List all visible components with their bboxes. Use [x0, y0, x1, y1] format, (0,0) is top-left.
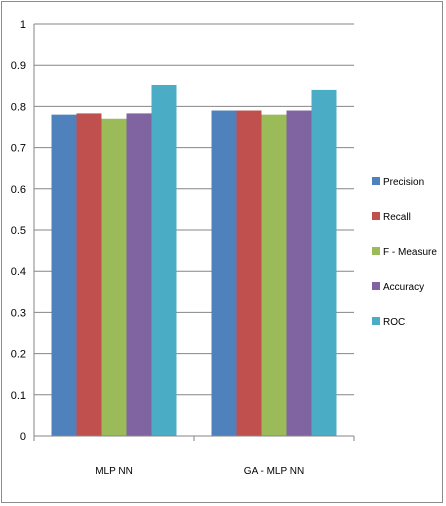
y-tick-label: 0.4 [11, 266, 26, 278]
y-tick-label: 0.9 [11, 60, 26, 72]
legend-swatch [372, 282, 380, 290]
y-tick-label: 1 [20, 19, 26, 31]
legend-label: Accuracy [383, 282, 424, 293]
y-tick-label: 0.3 [11, 307, 26, 319]
bar [286, 110, 312, 437]
y-tick-label: 0.7 [11, 143, 26, 155]
bar [151, 84, 177, 436]
y-tick-label: 0.2 [11, 349, 26, 361]
x-axis: MLP NN GA - MLP NN [33, 435, 355, 477]
y-axis: 0 0.1 0.2 0.3 0.4 0.5 0.6 0.7 0.8 0.9 1 [11, 19, 35, 443]
bar [261, 114, 287, 436]
y-tick-label: 0 [20, 431, 26, 443]
bar [76, 113, 102, 437]
legend-label: ROC [383, 317, 405, 328]
legend-swatch [372, 212, 380, 220]
bars [51, 84, 337, 437]
y-tick-label: 0.1 [11, 390, 26, 402]
legend-label: Recall [383, 212, 411, 223]
bar [236, 110, 262, 437]
x-tick-label: GA - MLP NN [244, 466, 304, 477]
legend: Precision Recall F - Measure Accuracy ROC [372, 177, 437, 328]
legend-label: Precision [383, 177, 424, 188]
legend-swatch [372, 317, 380, 325]
legend-swatch [372, 247, 380, 255]
y-tick-label: 0.8 [11, 101, 26, 113]
y-tick-label: 0.6 [11, 184, 26, 196]
legend-swatch [372, 177, 380, 185]
bar [51, 114, 77, 436]
bar [311, 89, 337, 437]
legend-label: F - Measure [383, 247, 437, 258]
bar [211, 110, 237, 437]
bar [101, 118, 127, 436]
y-tick-label: 0.5 [11, 225, 26, 237]
x-tick-label: MLP NN [95, 466, 133, 477]
bar [126, 113, 152, 437]
